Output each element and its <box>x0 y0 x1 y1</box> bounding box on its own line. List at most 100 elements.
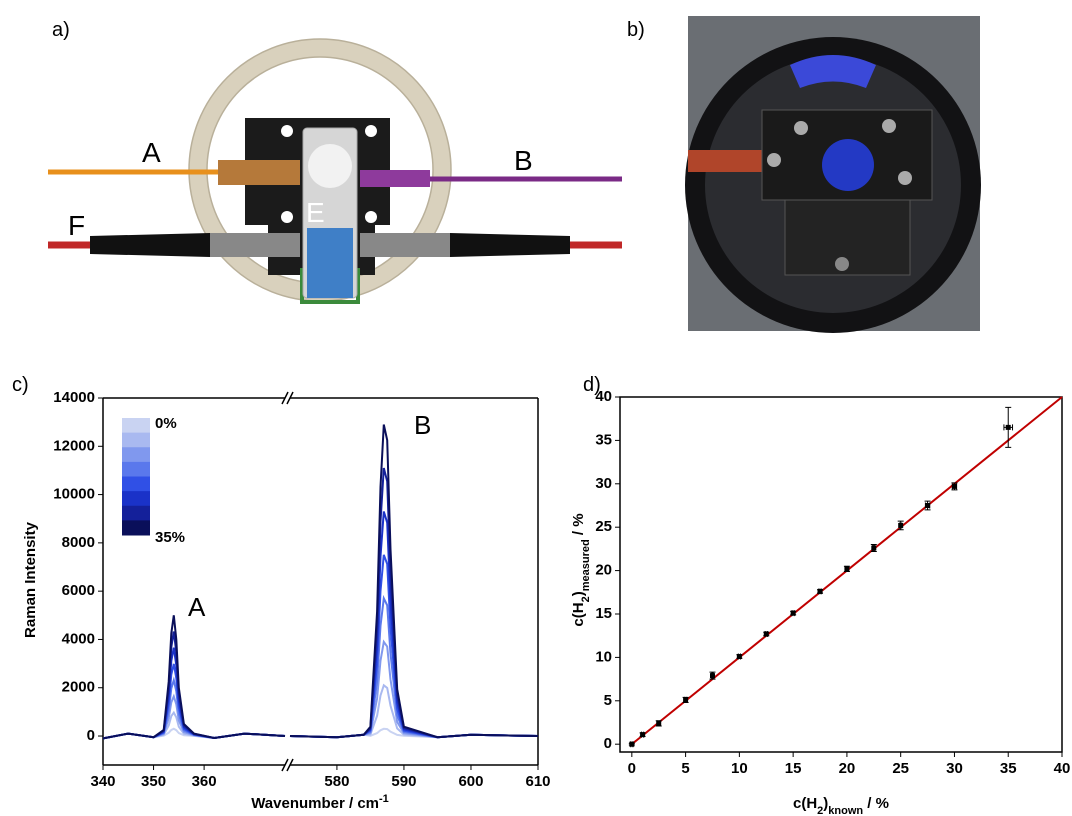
x-tick-label: 15 <box>785 760 802 777</box>
axis-title-part: measured <box>580 539 592 591</box>
axis-break <box>281 391 289 405</box>
y-tick-label: 14000 <box>53 389 95 406</box>
panel-label: d) <box>583 374 601 396</box>
glow <box>790 55 876 88</box>
axis-break <box>281 758 289 772</box>
point <box>640 732 646 738</box>
axis-title-part: 2 <box>580 596 592 602</box>
label: E <box>306 197 325 228</box>
y-tick-label: 10000 <box>53 486 95 503</box>
spectrum <box>103 663 286 740</box>
panel-label: b) <box>627 19 645 41</box>
axis-title-part: 2 <box>817 805 823 816</box>
spectrum <box>103 647 286 740</box>
point <box>898 522 904 528</box>
point <box>871 545 877 551</box>
x-tick-label: 360 <box>192 773 217 790</box>
x-tick-label: 30 <box>946 760 963 777</box>
y-tick-label: 8000 <box>62 534 95 551</box>
x-tick-label: 20 <box>839 760 856 777</box>
point <box>925 502 931 508</box>
point <box>709 673 715 679</box>
screw <box>898 171 912 185</box>
x-tick-label: 340 <box>90 773 115 790</box>
spectrum <box>103 693 286 740</box>
screw <box>767 153 781 167</box>
label: A <box>142 137 161 168</box>
y-tick-label: 12000 <box>53 437 95 454</box>
screw <box>281 211 293 223</box>
x-tick-label: 350 <box>141 773 166 790</box>
axis-title-part: known <box>828 805 863 816</box>
axis-title: Raman Intensity <box>22 521 39 638</box>
y-tick-label: 15 <box>595 605 612 622</box>
point <box>790 610 796 616</box>
y-tick-label: 4000 <box>62 630 95 647</box>
window <box>308 144 352 188</box>
x-tick-label: 40 <box>1054 760 1071 777</box>
screw <box>794 121 808 135</box>
colorbar-step <box>122 491 150 507</box>
spectrum <box>289 594 538 739</box>
spectrum <box>289 467 538 739</box>
axis-title: c(H2)measured / % <box>570 513 592 626</box>
ferrule <box>360 233 450 257</box>
spectrum <box>103 615 286 740</box>
y-tick-label: 6000 <box>62 582 95 599</box>
label: F <box>68 210 85 241</box>
ferrule <box>210 233 300 257</box>
colorbar-label: 0% <box>155 415 177 432</box>
schematic: A B C D E F <box>48 38 622 304</box>
colorbar-step <box>122 505 150 521</box>
point <box>1005 424 1011 430</box>
y-tick-label: 0 <box>604 735 612 752</box>
connector <box>90 233 210 257</box>
colorbar-step <box>122 432 150 448</box>
y-tick-label: 30 <box>595 475 612 492</box>
y-tick-label: 35 <box>595 431 612 448</box>
x-tick-label: 25 <box>892 760 909 777</box>
point <box>629 741 635 747</box>
screw <box>365 211 377 223</box>
colorbar-step <box>122 476 150 492</box>
y-tick-label: 25 <box>595 518 612 535</box>
axis-title-part: / % <box>863 795 889 812</box>
spectrum <box>103 631 286 740</box>
spectrum <box>289 639 538 739</box>
panel-label: a) <box>52 19 70 41</box>
axis-title-part: / % <box>570 513 587 539</box>
y-tick-label: 40 <box>595 388 612 405</box>
y-tick-label: 5 <box>604 692 612 709</box>
cork <box>218 160 300 185</box>
panel-label: c) <box>12 374 29 396</box>
axis-title: c(H2)known / % <box>793 795 889 816</box>
point <box>736 654 742 660</box>
x-tick-label: 0 <box>628 760 636 777</box>
axis-title-part: c(H <box>793 795 817 812</box>
x-tick-label: 5 <box>681 760 689 777</box>
x-tick-label: 580 <box>324 773 349 790</box>
spectrum <box>289 424 538 739</box>
axis-break <box>286 391 294 405</box>
axis-title-part: ) <box>570 591 587 596</box>
point <box>656 720 662 726</box>
spectrum <box>289 511 538 739</box>
spectrum <box>103 676 286 740</box>
colorbar-step <box>122 461 150 477</box>
axis-title-part: ) <box>823 795 828 812</box>
cork-b <box>360 170 430 187</box>
plot-frame <box>619 396 1063 753</box>
axis-title-part: -1 <box>379 793 389 805</box>
point <box>683 697 689 703</box>
raman-chart: 0 2000 4000 6000 8000 10000 12000 14000 340 350 36… <box>22 389 551 812</box>
colorbar-label: 35% <box>155 529 185 546</box>
vial-window <box>822 139 874 191</box>
photo <box>685 16 981 333</box>
point <box>951 483 957 489</box>
fiber <box>688 150 768 172</box>
x-tick-label: 10 <box>731 760 748 777</box>
y-tick-label: 10 <box>595 648 612 665</box>
y-tick-label: 2000 <box>62 679 95 696</box>
